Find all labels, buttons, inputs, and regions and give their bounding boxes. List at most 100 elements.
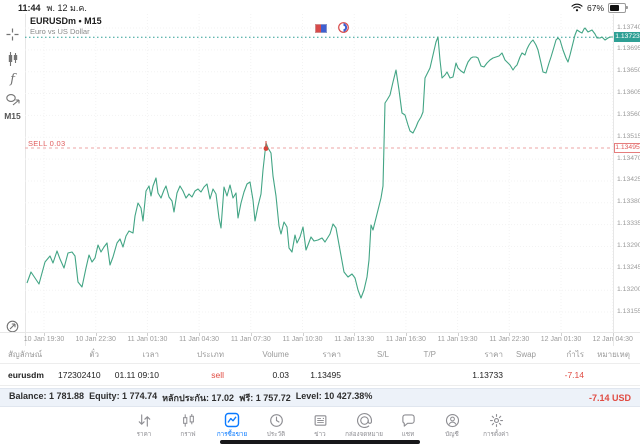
- tab-label: การซื้อขาย: [216, 431, 248, 438]
- tab-accounts[interactable]: บัญชี: [432, 412, 473, 447]
- time-axis-tick: [250, 333, 252, 336]
- column-header: ตั๋ว: [89, 350, 99, 359]
- position-cell: eurusdm: [8, 369, 44, 380]
- tab-label: บัญชี: [445, 431, 459, 438]
- position-cell: -7.14: [564, 369, 584, 380]
- sell-order-label: SELL 0.03: [28, 139, 66, 148]
- time-axis-tick: [612, 333, 614, 336]
- balance-item: ฟรี: 1 757.72: [239, 392, 291, 403]
- time-axis-tick: [561, 333, 562, 336]
- flag-badge-icon: [315, 20, 327, 38]
- wifi-icon: [571, 3, 583, 14]
- status-date: พ. 12 ม.ค.: [46, 3, 87, 13]
- price-chart[interactable]: [25, 14, 613, 332]
- current-price-badge: 1.13723: [614, 31, 640, 42]
- column-header: สัญลักษณ์: [8, 350, 43, 359]
- balance-item: Balance: 1 781.88: [9, 390, 85, 401]
- tab-trade[interactable]: การซื้อขาย: [212, 412, 253, 447]
- time-axis-label: 12 Jan 04:30: [592, 336, 633, 343]
- column-header: Swap: [515, 350, 536, 359]
- mailbox-icon: [356, 412, 372, 428]
- autoscroll-icon[interactable]: [0, 320, 25, 338]
- column-header: ราคา: [322, 350, 341, 359]
- price-axis-label: 1.13605: [617, 89, 640, 97]
- position-row[interactable]: eurusdm 172302410 01.11 09:10 sell 0.03 1.134…: [0, 364, 640, 386]
- time-axis-label: 10 Jan 22:30: [75, 336, 116, 343]
- balance-item: Level: 10 427.38%: [295, 390, 373, 401]
- home-indicator[interactable]: [220, 440, 420, 444]
- tab-label: กล่องจดหมาย: [345, 431, 383, 438]
- tab-chart[interactable]: กราฟ: [168, 412, 209, 447]
- time-axis-label: 11 Jan 16:30: [385, 336, 426, 343]
- quotes-icon: [137, 412, 152, 428]
- position-cell: 1.13733: [472, 369, 503, 380]
- chart-symbol-title: EURUSDm • M15: [30, 16, 102, 26]
- time-axis-label: 11 Jan 19:30: [437, 336, 478, 343]
- balance-item: หลักประกัน: 17.02: [162, 392, 235, 403]
- chart-badges: [315, 20, 349, 38]
- tab-mailbox[interactable]: กล่องจดหมาย: [344, 412, 385, 447]
- column-header: T/P: [423, 350, 436, 359]
- time-axis-label: 11 Jan 22:30: [489, 336, 530, 343]
- timeframe-button[interactable]: M15: [4, 111, 21, 121]
- column-header: Volume: [262, 350, 289, 359]
- column-header: ประเภท: [197, 350, 224, 359]
- time-axis-tick: [95, 333, 97, 336]
- time-axis-tick: [199, 333, 201, 336]
- tab-news[interactable]: ข่าว: [300, 412, 341, 447]
- price-axis-label: 1.13695: [617, 45, 640, 53]
- chat-icon: [401, 412, 416, 428]
- tab-label: ข่าว: [314, 431, 326, 438]
- chart-area[interactable]: EURUSDm • M15 Euro vs US Dollar SELL 0.0…: [25, 14, 613, 332]
- tab-history[interactable]: ประวัติ: [256, 412, 297, 447]
- chart-toolbar-sidebar: f M15: [0, 14, 26, 346]
- indicators-icon[interactable]: f: [10, 72, 15, 87]
- position-cell: 0.03: [272, 369, 289, 380]
- tab-label: กราฟ: [180, 431, 196, 438]
- time-axis-label: 12 Jan 01:30: [540, 336, 582, 343]
- sell-price-badge: 1.13495: [614, 142, 640, 153]
- price-axis: 1.13740 1.13695 1.13650 1.13605 1.13560 1.135…: [613, 14, 640, 346]
- status-bar: 11:44 พ. 12 ม.ค. 67%: [0, 0, 640, 15]
- price-axis-label: 1.13650: [617, 67, 640, 75]
- crosshair-icon[interactable]: [0, 28, 25, 46]
- time-axis-tick: [405, 333, 407, 336]
- column-header: หมายเหตุ: [597, 350, 630, 359]
- time-axis: 10 Jan 19:30 10 Jan 22:30 11 Jan 01:30 11 J…: [0, 332, 640, 347]
- candlestick-icon[interactable]: [0, 52, 25, 71]
- tab-settings[interactable]: การตั้งค่า: [476, 412, 517, 447]
- time-axis-label: 10 Jan 19:30: [23, 336, 65, 343]
- price-axis-label: 1.13380: [617, 198, 640, 206]
- price-axis-label: 1.13515: [617, 132, 640, 140]
- time-axis-tick: [44, 333, 45, 336]
- price-axis-label: 1.13155: [617, 307, 640, 315]
- column-header: กำไร: [566, 350, 584, 359]
- time-axis-tick: [147, 333, 149, 336]
- price-axis-label: 1.13425: [617, 176, 640, 184]
- time-axis-label: 11 Jan 04:30: [179, 336, 220, 343]
- tab-label: ประวัติ: [266, 431, 286, 438]
- history-icon: [269, 412, 284, 428]
- column-header: เวลา: [142, 350, 159, 359]
- price-axis-label: 1.13245: [617, 263, 640, 271]
- time-axis-tick: [509, 333, 511, 336]
- sell-entry-marker: [263, 146, 269, 151]
- positions-table: สัญลักษณ์ ตั๋ว เวลา ประเภท Volume ราคา S/L T/P ร…: [0, 346, 640, 386]
- tab-label: แชท: [401, 431, 415, 438]
- tab-label: ราคา: [136, 431, 152, 438]
- price-axis-label: 1.13290: [617, 242, 640, 249]
- floating-profit: -7.14 USD: [588, 392, 631, 403]
- price-axis-label: 1.13560: [617, 110, 640, 118]
- position-cell: 1.13495: [310, 369, 341, 380]
- tab-chat[interactable]: แชท: [388, 412, 429, 447]
- time-axis-label: 11 Jan 13:30: [334, 336, 375, 343]
- time-axis-label: 11 Jan 10:30: [282, 336, 323, 343]
- clock-badge-icon: [338, 20, 349, 38]
- position-cell: 01.11 09:10: [114, 369, 159, 380]
- price-axis-label: 1.13470: [617, 154, 640, 162]
- column-header: S/L: [376, 350, 389, 359]
- tab-quotes[interactable]: ราคา: [124, 412, 165, 447]
- objects-icon[interactable]: [0, 93, 25, 111]
- positions-table-header: สัญลักษณ์ ตั๋ว เวลา ประเภท Volume ราคา S/L T/P ร…: [0, 346, 640, 364]
